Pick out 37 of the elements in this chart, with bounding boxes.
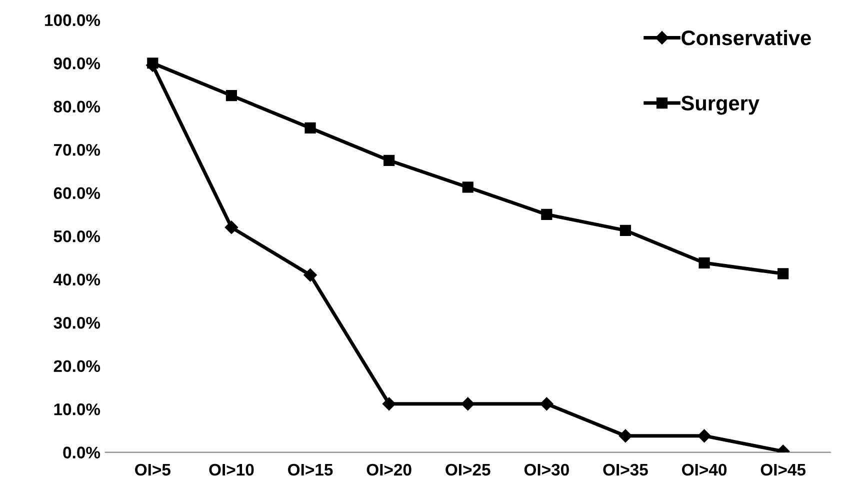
y-tick-label: 60.0% xyxy=(54,187,100,200)
y-tick-label: 70.0% xyxy=(54,144,100,156)
point xyxy=(698,429,711,442)
point xyxy=(618,429,632,442)
x-tick-label: OI>10 xyxy=(209,464,254,476)
y-tick-label: 80.0% xyxy=(54,100,100,113)
x-tick-label: OI>30 xyxy=(524,464,569,476)
x-tick-label: OI>15 xyxy=(288,464,333,476)
point xyxy=(382,397,396,410)
y-tick-label: 30.0% xyxy=(54,316,100,329)
point xyxy=(226,90,238,102)
x-tick-label: OI>35 xyxy=(603,464,648,476)
point xyxy=(304,122,316,134)
x-tick-label: OI>40 xyxy=(682,464,727,476)
point xyxy=(384,154,395,166)
point xyxy=(304,268,317,282)
point xyxy=(461,397,474,410)
x-tick-label: OI>20 xyxy=(366,464,412,476)
point xyxy=(462,182,474,193)
legend-label: Surgery xyxy=(681,96,760,115)
y-tick-label: 0.0% xyxy=(63,446,100,458)
y-tick-label: 10.0% xyxy=(54,403,100,416)
x-tick-label: OI>45 xyxy=(760,464,806,476)
point xyxy=(540,397,554,410)
y-tick-label: 20.0% xyxy=(54,360,100,372)
x-tick-label: OI>5 xyxy=(135,464,170,476)
y-tick-label: 40.0% xyxy=(54,274,100,286)
point xyxy=(778,268,789,280)
point xyxy=(224,220,238,234)
y-tick-label: 100.0% xyxy=(45,14,100,26)
y-tick-label: 50.0% xyxy=(54,230,100,242)
point xyxy=(620,224,632,236)
y-tick-label: 90.0% xyxy=(54,58,100,70)
point xyxy=(698,257,710,268)
point xyxy=(541,208,552,220)
legend-label: Conservative xyxy=(682,30,811,46)
x-tick-label: OI>25 xyxy=(446,464,490,476)
